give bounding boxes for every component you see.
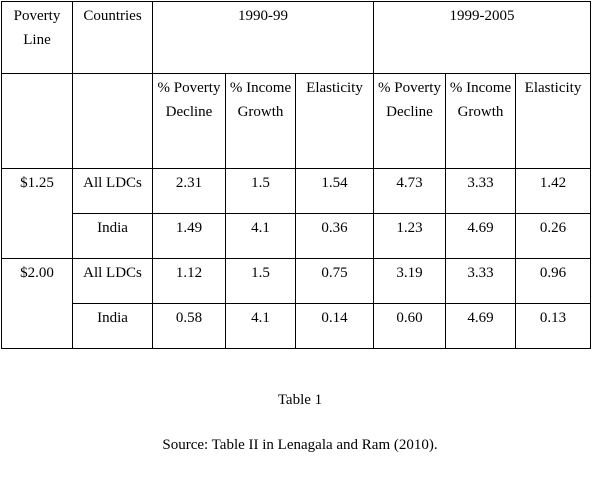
value-cell: 0.14 xyxy=(295,303,374,349)
empty-cell xyxy=(72,73,153,169)
value-cell: 1.42 xyxy=(515,168,591,214)
subheader: Elasticity xyxy=(295,73,374,169)
value-cell: 4.69 xyxy=(445,213,516,259)
country-cell: All LDCs xyxy=(72,258,153,304)
value-cell: 0.58 xyxy=(152,303,226,349)
value-cell: 0.13 xyxy=(515,303,591,349)
value-cell: 4.69 xyxy=(445,303,516,349)
table-row: $1.25 All LDCs 2.31 1.5 1.54 4.73 3.33 1.42 xyxy=(1,168,591,259)
header-poverty-line: Poverty Line xyxy=(1,1,73,74)
country-cell: India xyxy=(72,303,153,349)
subheader: Elasticity xyxy=(515,73,591,169)
header-row-2: % Poverty Decline % Income Growth Elasti… xyxy=(1,73,591,169)
value-cell: 1.54 xyxy=(295,168,374,214)
value-cell: 4.73 xyxy=(373,168,446,214)
empty-cell xyxy=(1,73,73,169)
subheader: % Income Growth xyxy=(225,73,296,169)
poverty-line-cell: $1.25 xyxy=(1,168,73,259)
value-cell: 0.96 xyxy=(515,258,591,304)
subheader: % Poverty Decline xyxy=(152,73,226,169)
value-cell: 3.33 xyxy=(445,258,516,304)
header-row-1: Poverty Line Countries 1990-99 1999-2005 xyxy=(1,1,591,74)
value-cell: 4.1 xyxy=(225,303,296,349)
value-cell: 0.36 xyxy=(295,213,374,259)
country-cell: India xyxy=(72,213,153,259)
table-row: India 0.58 4.1 0.14 0.60 4.69 0.13 xyxy=(2,303,591,349)
value-cell: 1.49 xyxy=(152,213,226,259)
header-countries: Countries xyxy=(72,1,153,74)
poverty-elasticity-table: Poverty Line Countries 1990-99 1999-2005… xyxy=(1,1,591,349)
header-period-1990-99: 1990-99 xyxy=(152,1,374,74)
table-source: Source: Table II in Lenagala and Ram (20… xyxy=(162,437,438,453)
subheader: % Poverty Decline xyxy=(373,73,446,169)
header-period-1999-2005: 1999-2005 xyxy=(373,1,591,74)
table-row: $2.00 All LDCs 1.12 1.5 0.75 3.19 3.33 0.96 xyxy=(1,258,591,349)
value-cell: 4.1 xyxy=(225,213,296,259)
table-title: Table 1 xyxy=(277,392,323,408)
value-cell: 3.19 xyxy=(373,258,446,304)
value-cell: 0.75 xyxy=(295,258,374,304)
value-cell: 0.60 xyxy=(373,303,446,349)
value-cell: 0.26 xyxy=(515,213,591,259)
poverty-line-cell: $2.00 xyxy=(1,258,73,349)
value-cell: 1.5 xyxy=(225,258,296,304)
country-cell: All LDCs xyxy=(72,168,153,214)
value-cell: 1.23 xyxy=(373,213,446,259)
table-row: India 1.49 4.1 0.36 1.23 4.69 0.26 xyxy=(2,213,591,259)
subheader: % Income Growth xyxy=(445,73,516,169)
value-cell: 2.31 xyxy=(152,168,226,214)
value-cell: 1.5 xyxy=(225,168,296,214)
value-cell: 3.33 xyxy=(445,168,516,214)
value-cell: 1.12 xyxy=(152,258,226,304)
